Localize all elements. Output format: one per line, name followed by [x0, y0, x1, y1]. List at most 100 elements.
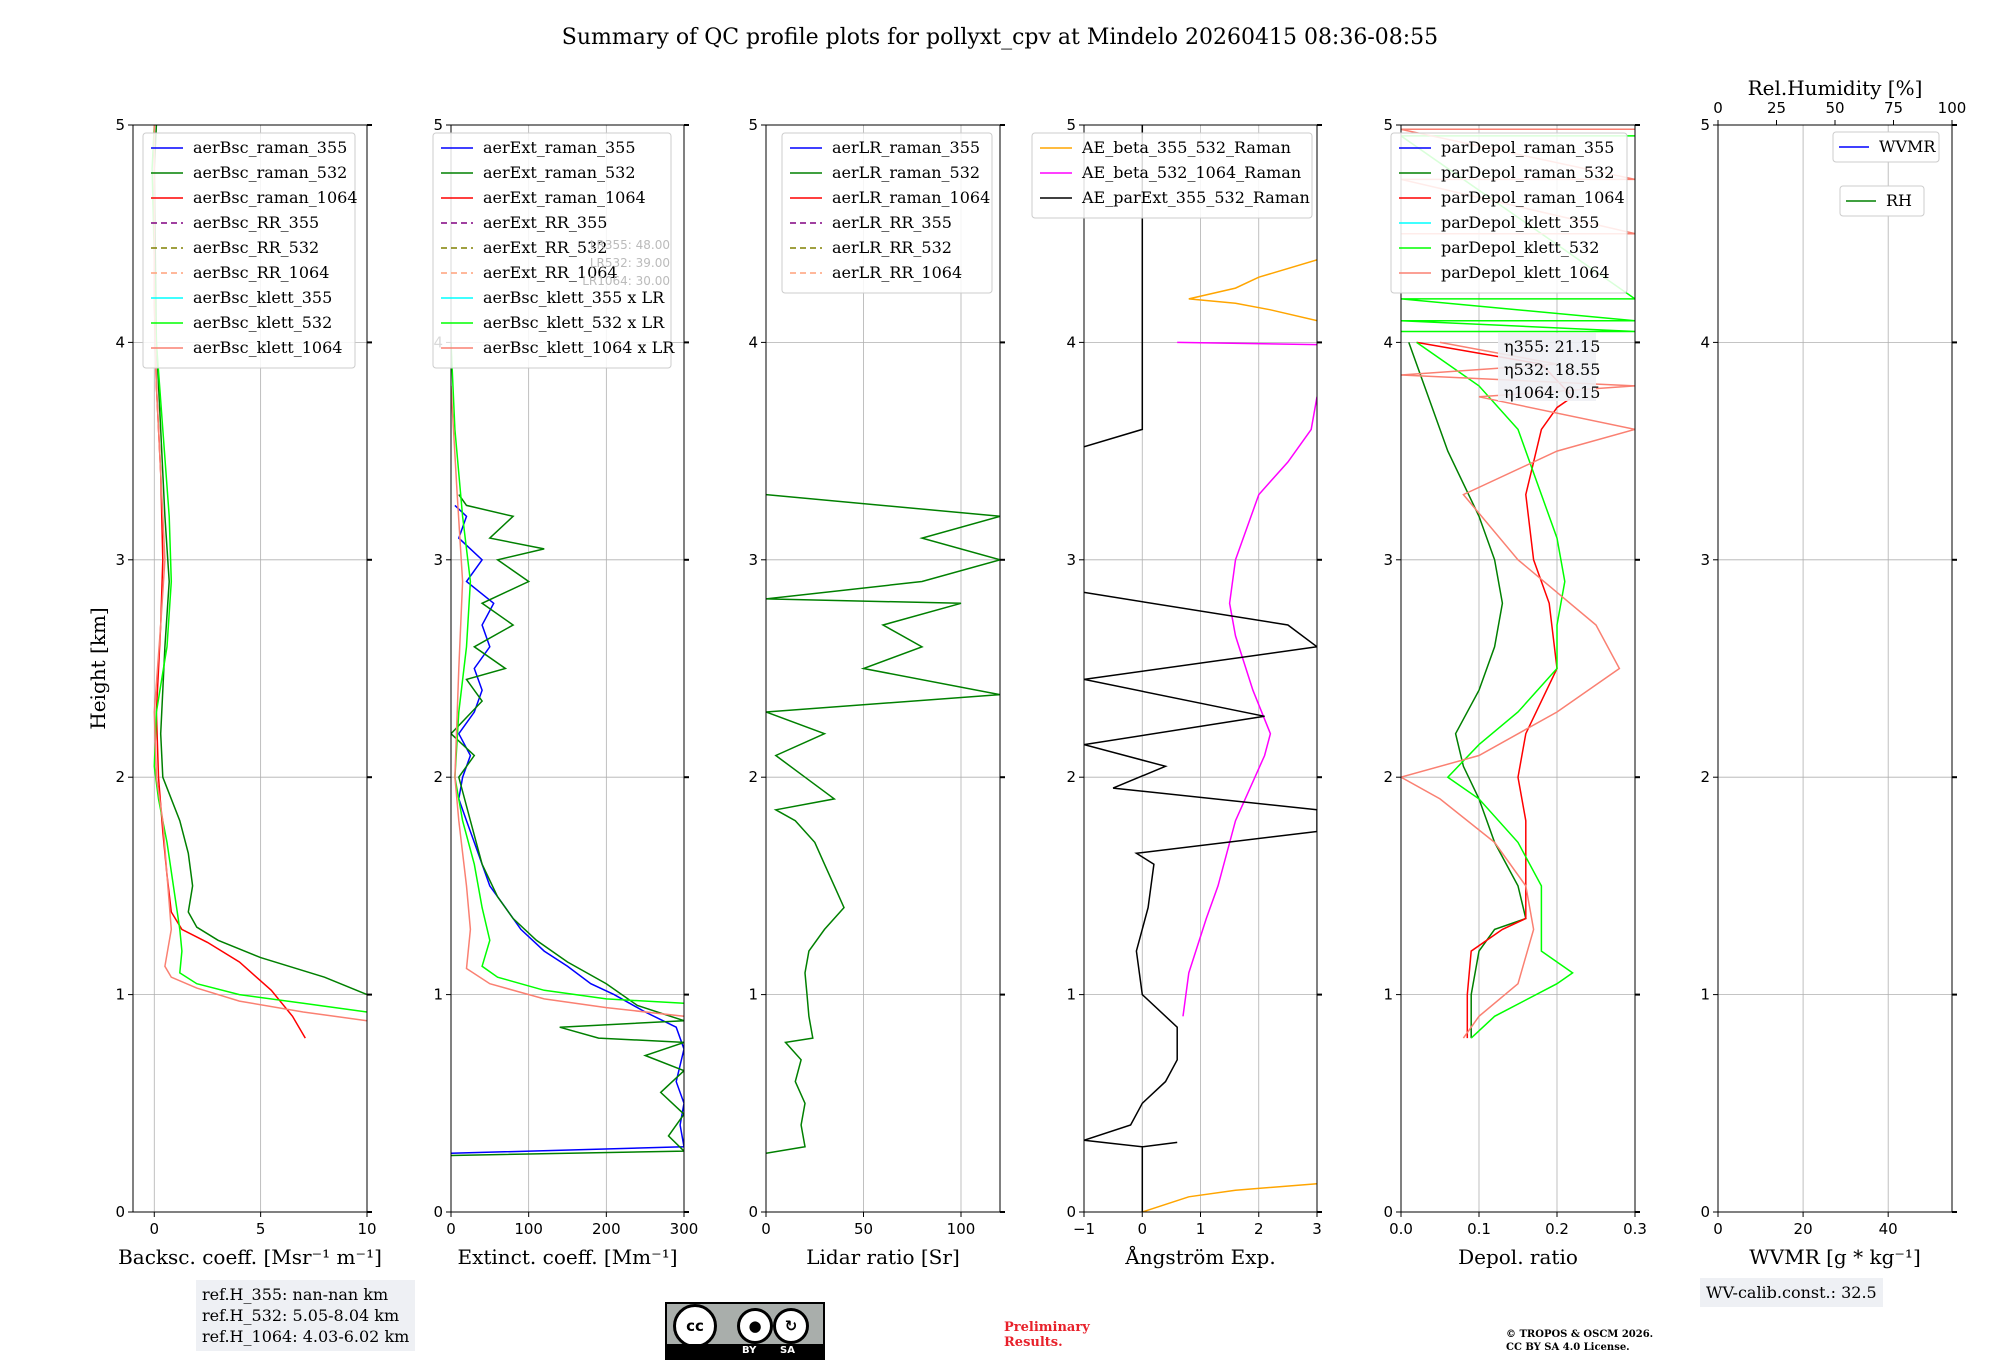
- legend-label: RH: [1886, 191, 1912, 210]
- top-xtick-label: 25: [1767, 99, 1786, 117]
- ytick-label: 2: [433, 768, 443, 786]
- series-line-AE-beta-355-532-Raman-upper-: [1188, 259, 1317, 322]
- legend-label: aerBsc_klett_1064 x LR: [483, 338, 675, 357]
- legend-label: parDepol_raman_355: [1441, 138, 1614, 157]
- xtick-label: 20: [1794, 1220, 1813, 1238]
- ytick-label: 3: [433, 551, 443, 569]
- ytick-label: 4: [748, 333, 758, 351]
- eta-value: η355: 21.15: [1504, 337, 1600, 356]
- ytick-label: 0: [748, 1203, 758, 1221]
- xtick-label: 100: [514, 1220, 543, 1238]
- lr-annotation: LR532: 39.00: [590, 256, 670, 270]
- ytick-label: 1: [433, 986, 443, 1004]
- lr-annotation: LR1064: 30.00: [582, 274, 670, 288]
- axes-frame: [1400, 124, 1636, 1213]
- panel-extinction: 0123450100200300Extinct. coeff. [Mm⁻¹]ae…: [432, 116, 698, 1269]
- ytick-label: 0: [1066, 1203, 1076, 1221]
- data-lines: [151, 125, 367, 1039]
- x-axis-label: Backsc. coeff. [Msr⁻¹ m⁻¹]: [118, 1245, 382, 1269]
- legend-label: aerLR_raman_1064: [832, 188, 990, 207]
- legend-label: aerBsc_RR_532: [193, 238, 319, 257]
- ytick-label: 3: [115, 551, 125, 569]
- series-line-aerBsc-klett-1064-x-LR: [451, 385, 684, 1018]
- ytick-label: 3: [1066, 551, 1076, 569]
- top-xtick-label: 0: [1713, 99, 1723, 117]
- preliminary-line-1: Preliminary: [1004, 1320, 1090, 1335]
- ytick-label: 0: [433, 1203, 443, 1221]
- ytick-label: 5: [1066, 116, 1076, 134]
- copyright-line-2: CC BY SA 4.0 License.: [1506, 1342, 1630, 1353]
- xtick-label: 50: [854, 1220, 873, 1238]
- ytick-label: 3: [1700, 551, 1710, 569]
- series-line-AE-parExt-355-532-Raman: [1084, 591, 1317, 1212]
- eta-value: η532: 18.55: [1504, 360, 1600, 379]
- xtick-label: 1: [1196, 1220, 1206, 1238]
- data-lines: [766, 493, 1000, 1155]
- wv-calib-box: WV-calib.const.: 32.5: [1700, 1278, 1883, 1307]
- legend-label: aerBsc_raman_1064: [193, 188, 358, 207]
- ytick-label: 4: [1700, 333, 1710, 351]
- copyright-line-1: © TROPOS & OSCM 2026.: [1506, 1329, 1654, 1340]
- ytick-label: 2: [1700, 768, 1710, 786]
- ref-height-355: ref.H_355: nan-nan km: [202, 1285, 389, 1304]
- legend-label: aerBsc_raman_355: [193, 138, 347, 157]
- by-label: BY: [742, 1345, 757, 1356]
- ytick-label: 0: [115, 1203, 125, 1221]
- legend-label: aerBsc_raman_532: [193, 163, 347, 182]
- xtick-label: 0: [446, 1220, 456, 1238]
- xtick-label: 0: [149, 1220, 159, 1238]
- legend-label: AE_parExt_355_532_Raman: [1081, 188, 1310, 207]
- ytick-label: 1: [115, 986, 125, 1004]
- xtick-label: 0.3: [1623, 1220, 1647, 1238]
- x-axis-label: Depol. ratio: [1458, 1245, 1578, 1269]
- series-line-parDepol-raman-532: [1408, 342, 1527, 1039]
- x-axis-label: Lidar ratio [Sr]: [806, 1245, 960, 1269]
- copyright-note: © TROPOS & OSCM 2026. CC BY SA 4.0 Licen…: [1506, 1328, 1653, 1354]
- xtick-label: 0: [1713, 1220, 1723, 1238]
- ytick-label: 2: [1066, 768, 1076, 786]
- ref-heights-box: ref.H_355: nan-nan km ref.H_532: 5.05-8.…: [196, 1280, 416, 1351]
- panel-backscatter: 0 1 2 3 4 5 0 5 10 Backsc. coeff. [Msr⁻¹ m⁻¹] Heig…: [86, 116, 382, 1269]
- ytick-label: 1: [748, 986, 758, 1004]
- xtick-label: 100: [947, 1220, 976, 1238]
- series-line-parDepol-klett-1064: [1401, 341, 1635, 1039]
- data-lines: [451, 342, 684, 1157]
- data-lines: [1084, 125, 1317, 1212]
- axes-frame: [132, 124, 368, 1213]
- top-xtick-label: 50: [1825, 99, 1844, 117]
- series-line-AE-beta-355-532-Raman: [1142, 1182, 1317, 1212]
- ytick-label: 1: [1066, 986, 1076, 1004]
- preliminary-note: Preliminary Results.: [1004, 1320, 1090, 1350]
- legend-label: parDepol_klett_532: [1441, 238, 1599, 257]
- eta-value: η1064: 0.15: [1504, 383, 1600, 402]
- ytick-label: 4: [1383, 333, 1393, 351]
- top-axis-label: Rel.Humidity [%]: [1748, 76, 1923, 100]
- y-axis-label: Height [km]: [86, 607, 110, 729]
- legend-label: AE_beta_532_1064_Raman: [1081, 163, 1301, 182]
- series-line-aerBsc-raman-532: [153, 125, 367, 996]
- xtick-label: 2: [1254, 1220, 1264, 1238]
- legend-label: parDepol_klett_1064: [1441, 263, 1610, 282]
- ytick-label: 2: [115, 768, 125, 786]
- ytick-label: 3: [748, 551, 758, 569]
- legend-label: aerExt_RR_1064: [483, 263, 618, 282]
- legend-label: aerExt_RR_355: [483, 213, 607, 232]
- legend-label: aerBsc_klett_1064: [193, 338, 342, 357]
- series-line-AE-beta-532-1064-Raman-upper-: [1177, 341, 1317, 346]
- series-line-aerLR-raman-532: [766, 493, 1000, 1155]
- person-icon: ●: [737, 1308, 773, 1344]
- ytick-label: 2: [1383, 768, 1393, 786]
- ytick-label: 5: [1383, 116, 1393, 134]
- ytick-label: 5: [1700, 116, 1710, 134]
- series-line-aerBsc-klett-1064: [153, 125, 367, 1022]
- legend: aerLR_raman_355 aerLR_raman_532 aerLR_rama…: [781, 132, 993, 294]
- legend-label: aerLR_RR_1064: [832, 263, 962, 282]
- panel-depol: 0 1 2 3 4 5 0.0 0.1 0.2 0.3 Depol. ratio parDepol_r…: [1383, 116, 1646, 1269]
- ytick-label: 1: [1383, 986, 1393, 1004]
- ytick-label: 0: [1700, 1203, 1710, 1221]
- legend-label: aerLR_raman_355: [832, 138, 980, 157]
- legend: aerExt_raman_355 aerExt_raman_532 aerExt_r…: [432, 132, 675, 369]
